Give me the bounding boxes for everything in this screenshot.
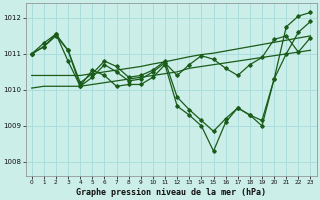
X-axis label: Graphe pression niveau de la mer (hPa): Graphe pression niveau de la mer (hPa) [76, 188, 266, 197]
